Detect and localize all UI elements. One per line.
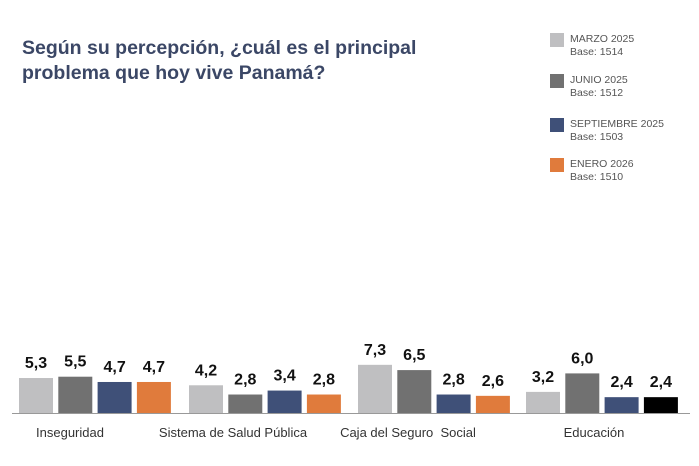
legend-swatch — [550, 158, 564, 172]
data-label: 6,5 — [403, 347, 425, 364]
legend-swatch — [550, 33, 564, 47]
data-label: 7,3 — [364, 342, 386, 359]
legend-label: ENERO 2026 — [570, 158, 634, 170]
bar — [475, 395, 510, 413]
data-label: 3,2 — [532, 369, 554, 386]
legend-label: SEPTIEMBRE 2025 — [570, 118, 664, 130]
data-label: 2,8 — [313, 372, 335, 389]
bar — [436, 394, 471, 413]
legend-base: Base: 1512 — [570, 87, 624, 99]
data-label: 3,4 — [273, 368, 295, 385]
data-label: 4,7 — [103, 359, 125, 376]
chart-title: Según su percepción, ¿cuál es el princip… — [22, 37, 417, 84]
bar — [358, 364, 392, 413]
bar — [97, 381, 132, 413]
bar — [19, 378, 53, 413]
category-label: Inseguridad — [36, 425, 104, 440]
legend-base: Base: 1503 — [570, 131, 624, 143]
legend-swatch — [550, 74, 564, 88]
category-label: Educación — [564, 425, 625, 440]
data-label: 5,3 — [25, 355, 47, 372]
data-label: 2,8 — [442, 372, 464, 389]
data-label: 2,4 — [610, 374, 632, 391]
legend-swatch — [550, 118, 564, 132]
bar — [189, 385, 223, 413]
data-label: 4,2 — [195, 362, 217, 379]
data-label: 2,4 — [650, 374, 672, 391]
legend-label: MARZO 2025 — [570, 33, 635, 45]
bar — [397, 370, 432, 413]
data-label: 2,6 — [482, 373, 504, 390]
bar — [267, 390, 302, 413]
bar — [643, 397, 678, 413]
legend-label: JUNIO 2025 — [570, 74, 628, 86]
bar — [565, 373, 600, 413]
data-label: 6,0 — [571, 350, 593, 367]
category-label: Caja del Seguro Social — [340, 425, 476, 440]
bar — [136, 381, 171, 413]
legend-base: Base: 1510 — [570, 171, 624, 183]
data-label: 2,8 — [234, 372, 256, 389]
bar — [58, 376, 93, 413]
data-label: 5,5 — [64, 354, 86, 371]
bar — [526, 391, 560, 413]
category-label: Sistema de Salud Pública — [159, 425, 308, 440]
bar — [228, 394, 263, 413]
data-label: 4,7 — [143, 359, 165, 376]
legend-base: Base: 1514 — [570, 46, 624, 58]
bar — [604, 397, 639, 413]
bar — [306, 394, 341, 413]
